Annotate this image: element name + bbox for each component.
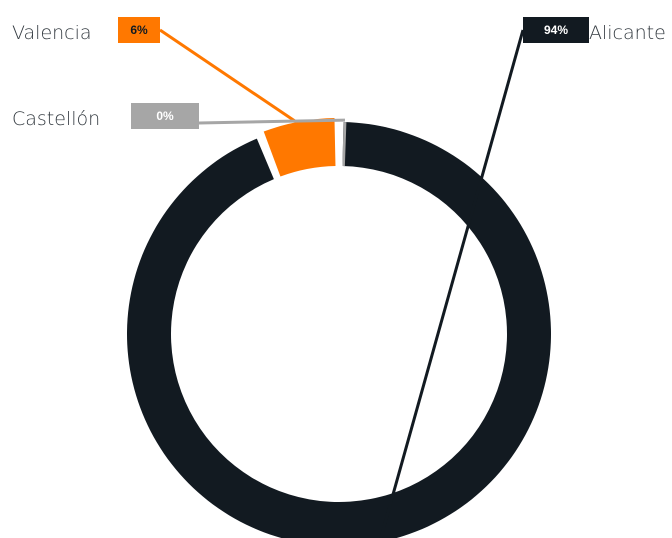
category-label-alicante: Alicante [589, 22, 666, 44]
value-box-valencia [118, 17, 160, 43]
leader-line-castellon [198, 118, 346, 125]
value-label-valencia: 6% [130, 23, 148, 37]
value-box-alicante [523, 17, 589, 43]
category-label-valencia: Valencia [12, 22, 92, 44]
donut-slices [127, 118, 551, 538]
slice-castellon [342, 122, 347, 167]
leader-line-alicante [379, 29, 525, 538]
value-label-alicante: 94% [544, 23, 568, 37]
slice-labels: 94% Alicante 6% Valencia 0% Castellón [12, 17, 666, 130]
slice-valencia [263, 118, 336, 177]
leader-line-valencia [159, 28, 300, 126]
leader-lines [159, 28, 525, 538]
value-label-castellon: 0% [156, 109, 174, 123]
value-box-castellon [131, 103, 199, 129]
category-label-castellon: Castellón [12, 108, 100, 130]
slice-alicante [127, 122, 551, 538]
